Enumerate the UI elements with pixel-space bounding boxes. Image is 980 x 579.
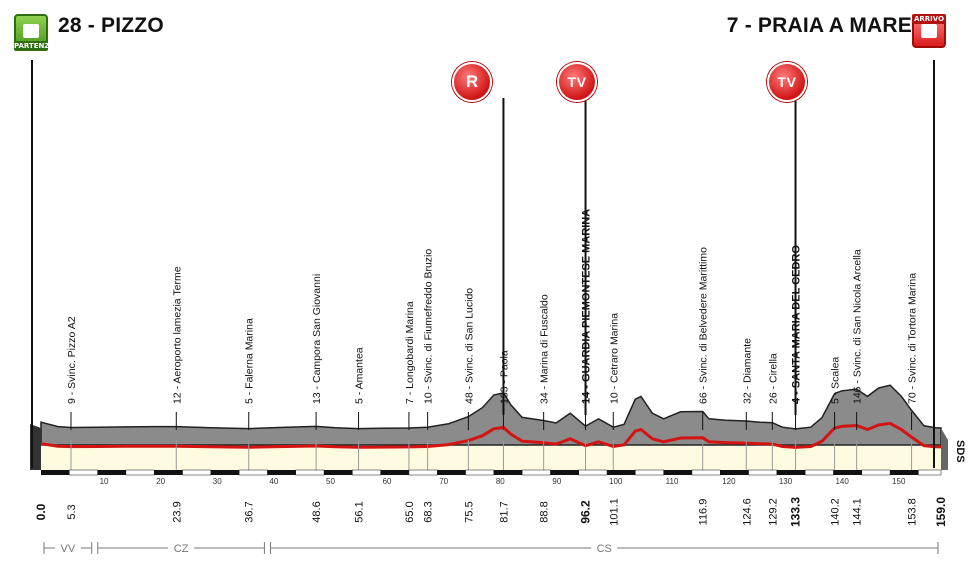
km-scale-segment <box>748 469 778 476</box>
km-scale-segment <box>635 469 664 476</box>
route-line <box>40 421 942 449</box>
waypoint-label-16: 5 - Scalea <box>830 357 842 404</box>
waypoint-label-5: 7 - Longobardi Marina <box>404 301 416 404</box>
km-scale-segment <box>408 469 438 476</box>
marker-tv-1: TV <box>557 62 597 102</box>
km-scale-segment <box>804 469 834 476</box>
km-label-7: 68.3 <box>423 501 435 522</box>
waypoint-label-7: 48 - Svinc. di San Lucido <box>463 288 475 404</box>
km-label-17: 140.2 <box>830 498 842 526</box>
finish-flag-icon: ARRIVO <box>912 14 946 48</box>
profile-right-wall <box>941 428 948 470</box>
km-label-15: 129.2 <box>767 498 779 526</box>
axis-tick-label-14: 150 <box>892 477 906 486</box>
axis-tick-label-4: 50 <box>326 477 335 486</box>
km-label-6: 65.0 <box>404 501 416 522</box>
waypoint-label-9: 34 - Marina di Fuscaldo <box>539 294 551 404</box>
waypoint-label-0: 9 - Svinc. Pizzo A2 <box>66 316 78 404</box>
province-label-bg-0 <box>54 541 81 555</box>
km-label-1: 5.3 <box>66 504 78 519</box>
waypoint-label-15: 4 - SANTA MARIA DEL CEDRO <box>791 245 803 404</box>
waypoint-label-1: 12 - Aeroporto lamezia Terme <box>171 266 183 404</box>
waypoint-label-18: 70 - Svinc. di Tortora Marina <box>907 273 919 404</box>
province-label-1: CZ <box>174 543 189 555</box>
km-label-5: 56.1 <box>354 501 366 522</box>
waypoint-label-8: 133 - Paola <box>498 350 510 404</box>
km-label-0: 0.0 <box>34 503 48 520</box>
start-town-title: 28 - PIZZO <box>58 14 164 37</box>
km-scale-segment <box>125 469 155 476</box>
km-scale-segment <box>465 469 495 476</box>
waypoint-label-6: 10 - Svinc. di Fiumefreddo Bruzio <box>423 249 435 404</box>
axis-tick-label-5: 60 <box>383 477 392 486</box>
km-label-12: 101.1 <box>608 498 620 526</box>
km-scale-segment <box>352 469 381 476</box>
km-scale-segment <box>69 469 98 476</box>
axis-tick-label-0: 10 <box>100 477 109 486</box>
km-label-16: 133.3 <box>789 497 803 527</box>
km-scale-segment <box>691 469 721 476</box>
waypoint-label-2: 5 - Falerna Marina <box>244 318 256 404</box>
checkered-flag-icon <box>23 24 39 38</box>
km-label-14: 124.6 <box>741 498 753 526</box>
province-label-bg-1 <box>168 541 195 555</box>
axis-tick-label-8: 90 <box>552 477 561 486</box>
km-scale-segment <box>182 469 212 476</box>
km-scale-segment <box>918 469 942 476</box>
finish-town-title: 7 - PRAIA A MARE <box>726 14 912 37</box>
province-label-0: VV <box>61 543 76 555</box>
road-code-label: SDS <box>954 440 966 463</box>
km-label-20: 159.0 <box>934 497 948 527</box>
axis-tick-label-2: 30 <box>213 477 222 486</box>
km-label-19: 153.8 <box>907 498 919 526</box>
waypoint-label-10: 14 - GUARDIA PIEMONTESE MARINA <box>581 209 593 404</box>
waypoint-label-12: 66 - Svinc. di Belvedere Marittimo <box>698 247 710 404</box>
km-scale-segment <box>578 469 608 476</box>
axis-tick-label-3: 40 <box>269 477 278 486</box>
finish-badge-caption: ARRIVO <box>912 14 946 24</box>
province-label-2: CS <box>597 543 612 555</box>
waypoint-label-4: 5 - Amantea <box>354 347 366 404</box>
waypoint-label-14: 26 - Cirella <box>767 353 779 404</box>
axis-tick-label-7: 80 <box>496 477 505 486</box>
start-badge-caption: PARTENZA <box>14 41 55 51</box>
km-label-13: 116.9 <box>698 499 710 526</box>
axis-tick-label-13: 140 <box>835 477 849 486</box>
axis-tick-label-12: 130 <box>779 477 793 486</box>
km-scale-segment <box>521 469 551 476</box>
km-label-10: 88.8 <box>539 501 551 522</box>
km-label-2: 23.9 <box>171 501 183 522</box>
axis-tick-label-9: 100 <box>609 477 623 486</box>
km-label-4: 48.6 <box>311 501 323 522</box>
km-scale-segment <box>861 469 891 476</box>
axis-tick-label-11: 120 <box>722 477 736 486</box>
km-scale-segment <box>238 469 268 476</box>
waypoint-label-17: 146 - Svinc. di San Nicola Arcella <box>852 249 864 404</box>
marker-tv-2: TV <box>767 62 807 102</box>
waypoint-label-13: 32 - Diamante <box>741 338 753 404</box>
km-label-9: 81.7 <box>498 501 510 522</box>
km-label-8: 75.5 <box>463 501 475 522</box>
axis-tick-label-1: 20 <box>156 477 165 486</box>
axis-tick-label-6: 70 <box>439 477 448 486</box>
waypoint-label-11: 10 - Cetraro Marina <box>608 313 620 404</box>
marker-restoration: R <box>452 62 492 102</box>
start-flag-icon: PARTENZA <box>14 14 55 51</box>
km-label-18: 144.1 <box>852 498 864 526</box>
province-label-bg-2 <box>591 541 618 555</box>
waypoint-label-3: 13 - Campora San Giovanni <box>311 274 323 404</box>
km-label-11: 96.2 <box>579 500 593 524</box>
km-scale-segment <box>295 469 325 476</box>
km-label-3: 36.7 <box>244 501 256 522</box>
axis-tick-label-10: 110 <box>666 477 679 486</box>
finish-line-icon <box>921 24 937 38</box>
